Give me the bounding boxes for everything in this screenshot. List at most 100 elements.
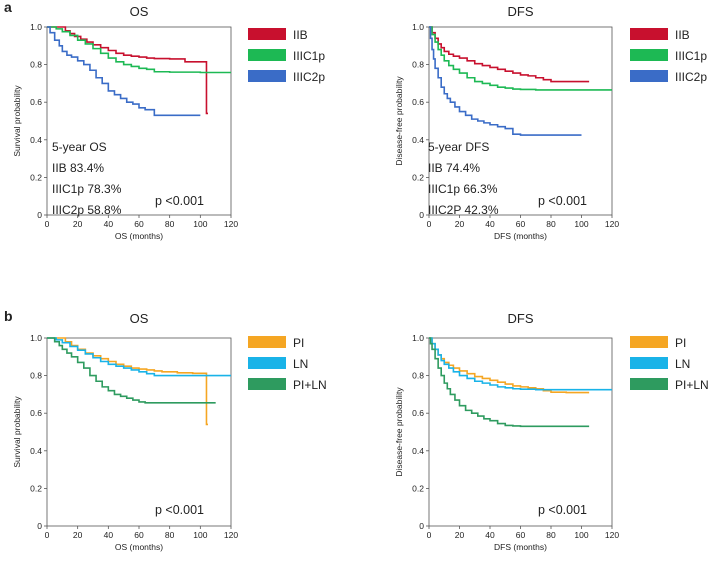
legend-label-pi-ln: PI+LN — [675, 378, 708, 392]
y-tick-label: 1.0 — [30, 22, 42, 32]
legend-swatch-ln — [630, 357, 668, 369]
series-line-pi-ln — [47, 337, 216, 404]
y-tick-label: 0.4 — [412, 135, 424, 145]
series-line-pi — [429, 337, 590, 394]
annotation-line: 5-year DFS — [428, 140, 489, 154]
x-tick-label: 20 — [73, 530, 83, 540]
x-tick-label: 0 — [45, 219, 50, 229]
legend-label-pi: PI — [293, 336, 304, 350]
p-value: p <0.001 — [155, 194, 204, 208]
series-line-iib — [429, 26, 590, 83]
y-tick-label: 0.2 — [412, 172, 424, 182]
x-tick-label: 60 — [516, 530, 526, 540]
p-value: p <0.001 — [155, 503, 204, 517]
chart-4: DFS 0 20 40 60 80 100 120 0 0.2 0.4 0.6 0.8 1.0 DFS (m… — [394, 311, 708, 552]
plot-frame — [428, 337, 613, 527]
annotation-line: IIIC1p 78.3% — [52, 182, 122, 196]
x-tick-label: 0 — [427, 219, 432, 229]
y-axis-label: Survival probability — [12, 85, 22, 157]
annotation-line: IIB 83.4% — [52, 161, 104, 175]
annotation-line: IIIC2p 58.8% — [52, 203, 122, 217]
legend-label-ln: LN — [675, 357, 690, 371]
x-tick-label: 20 — [455, 219, 465, 229]
x-tick-label: 40 — [485, 530, 495, 540]
x-tick-label: 80 — [165, 530, 175, 540]
x-axis-label: OS (months) — [115, 231, 163, 241]
x-axis-label: OS (months) — [115, 542, 163, 552]
y-tick-label: 0.4 — [30, 135, 42, 145]
series-line-iiic2p — [429, 26, 582, 136]
x-tick-label: 120 — [605, 219, 619, 229]
x-tick-label: 80 — [165, 219, 175, 229]
y-tick-label: 0.2 — [30, 172, 42, 182]
series-line-iiic1p — [429, 26, 612, 91]
legend-swatch-pi — [630, 336, 668, 348]
x-tick-label: 40 — [485, 219, 495, 229]
y-tick-label: 0.6 — [412, 408, 424, 418]
legend-label-pi-ln: PI+LN — [293, 378, 327, 392]
y-tick-label: 1.0 — [412, 333, 424, 343]
chart-3: OS 0 20 40 60 80 100 120 0 0.2 0.4 0.6 0.8 1.0 OS (mon… — [12, 311, 327, 552]
x-tick-label: 100 — [193, 219, 207, 229]
y-tick-label: 0.8 — [412, 60, 424, 70]
legend-swatch-iiic2p — [248, 70, 286, 82]
x-tick-label: 20 — [73, 219, 83, 229]
legend-label-iiic1p: IIIC1p — [675, 49, 707, 63]
series-line-ln — [47, 337, 231, 377]
x-tick-label: 0 — [45, 530, 50, 540]
plot-frame — [46, 337, 232, 527]
x-tick-label: 100 — [574, 530, 588, 540]
y-axis-label: Survival probability — [12, 396, 22, 468]
x-tick-label: 0 — [427, 530, 432, 540]
chart-title: DFS — [508, 4, 534, 19]
y-tick-label: 0.6 — [30, 97, 42, 107]
x-tick-label: 120 — [605, 530, 619, 540]
y-tick-label: 0.2 — [412, 483, 424, 493]
series-line-pi — [47, 337, 208, 426]
p-value: p <0.001 — [538, 503, 587, 517]
legend-swatch-pi — [248, 336, 286, 348]
chart-title: OS — [130, 311, 149, 326]
legend-swatch-pi-ln — [248, 378, 286, 390]
legend-swatch-iib — [630, 28, 668, 40]
y-tick-label: 1.0 — [412, 22, 424, 32]
legend-label-ln: LN — [293, 357, 308, 371]
y-tick-label: 0.8 — [412, 371, 424, 381]
legend-label-iib: IIB — [675, 28, 690, 42]
legend-label-pi: PI — [675, 336, 686, 350]
y-tick-label: 0 — [419, 210, 424, 220]
chart-1: OS 0 20 40 60 80 100 120 0 0.2 0.4 0.6 0.8 1.0 OS (mon… — [12, 4, 325, 241]
x-tick-label: 100 — [193, 530, 207, 540]
y-tick-label: 0 — [419, 521, 424, 531]
legend-label-iiic2p: IIIC2p — [675, 70, 707, 84]
x-tick-label: 60 — [516, 219, 526, 229]
x-tick-label: 40 — [104, 530, 114, 540]
panel-label-b: b — [4, 308, 13, 324]
chart-2: DFS 0 20 40 60 80 100 120 0 0.2 0.4 0.6 0.8 1.0 DFS (m… — [394, 4, 707, 241]
x-tick-label: 100 — [574, 219, 588, 229]
x-tick-label: 80 — [546, 219, 556, 229]
y-tick-label: 0.4 — [412, 446, 424, 456]
y-tick-label: 1.0 — [30, 333, 42, 343]
legend-swatch-iiic2p — [630, 70, 668, 82]
y-tick-label: 0.4 — [30, 446, 42, 456]
x-tick-label: 20 — [455, 530, 465, 540]
chart-title: DFS — [508, 311, 534, 326]
series-line-iiic1p — [47, 26, 231, 74]
x-tick-label: 40 — [104, 219, 114, 229]
y-tick-label: 0.8 — [30, 60, 42, 70]
legend-label-iiic2p: IIIC2p — [293, 70, 325, 84]
x-tick-label: 120 — [224, 530, 238, 540]
legend-label-iib: IIB — [293, 28, 308, 42]
panel-label-a: a — [4, 0, 12, 15]
annotation-line: 5-year OS — [52, 140, 107, 154]
legend-swatch-ln — [248, 357, 286, 369]
x-tick-label: 60 — [134, 219, 144, 229]
x-tick-label: 80 — [546, 530, 556, 540]
legend-swatch-pi-ln — [630, 378, 668, 390]
x-tick-label: 120 — [224, 219, 238, 229]
series-line-ln — [429, 337, 612, 391]
annotation-line: IIB 74.4% — [428, 161, 480, 175]
series-line-iiic2p — [47, 26, 201, 117]
